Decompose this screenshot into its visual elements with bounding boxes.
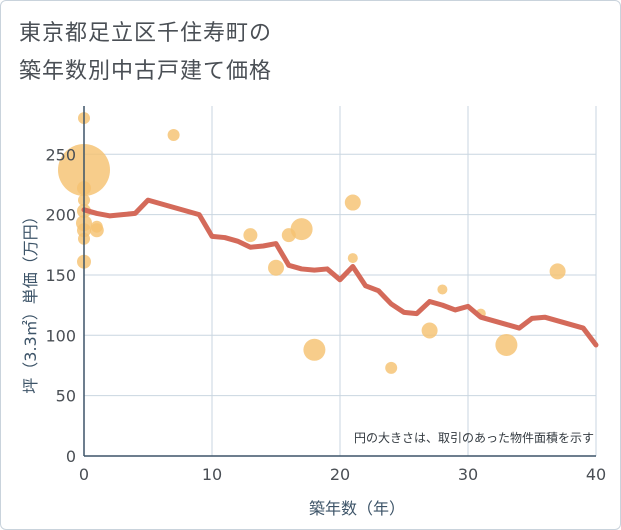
- scatter-point: [303, 338, 326, 361]
- scatter-point: [385, 361, 398, 374]
- scatter-point: [421, 322, 438, 339]
- scatter-point: [290, 218, 313, 241]
- x-tick-label: 40: [586, 465, 606, 484]
- x-tick-label: 0: [79, 465, 89, 484]
- average-line: [81, 197, 599, 348]
- x-tick-label: 10: [202, 465, 222, 484]
- y-tick-label: 250: [45, 145, 76, 164]
- y-tick-label: 0: [66, 447, 76, 466]
- scatter-point: [437, 284, 448, 295]
- scatter-point: [243, 228, 258, 243]
- axes: [83, 106, 596, 457]
- x-tick-label: 20: [330, 465, 350, 484]
- chart-title-line1: 東京都足立区千住寿町の: [19, 21, 273, 46]
- scatter-point: [268, 259, 284, 276]
- scatter-point: [347, 253, 358, 264]
- average-price-line: [81, 197, 599, 348]
- tick-labels: 0 10 20 30 40 0 50 100 150 200 250: [45, 145, 606, 484]
- y-tick-label: 200: [45, 206, 76, 225]
- scatter-point: [167, 128, 180, 141]
- x-tick-label: 30: [458, 465, 478, 484]
- bubble-size-note: 円の大きさは、取引のあった物件面積を示す: [354, 430, 594, 445]
- chart-title-line2: 築年数別中古戸建て価格: [19, 59, 273, 84]
- scatter-point: [89, 223, 104, 238]
- scatter-bubbles: [58, 112, 566, 374]
- scatter-point: [344, 194, 361, 211]
- y-tick-label: 150: [45, 266, 76, 285]
- x-axis-label: 築年数（年）: [309, 499, 405, 518]
- y-tick-label: 50: [56, 387, 76, 406]
- scatter-point: [495, 333, 518, 356]
- y-tick-label: 100: [45, 326, 76, 345]
- y-axis-label: 坪（3.3㎡）単価（万円）: [21, 208, 40, 393]
- scatter-point: [549, 263, 566, 280]
